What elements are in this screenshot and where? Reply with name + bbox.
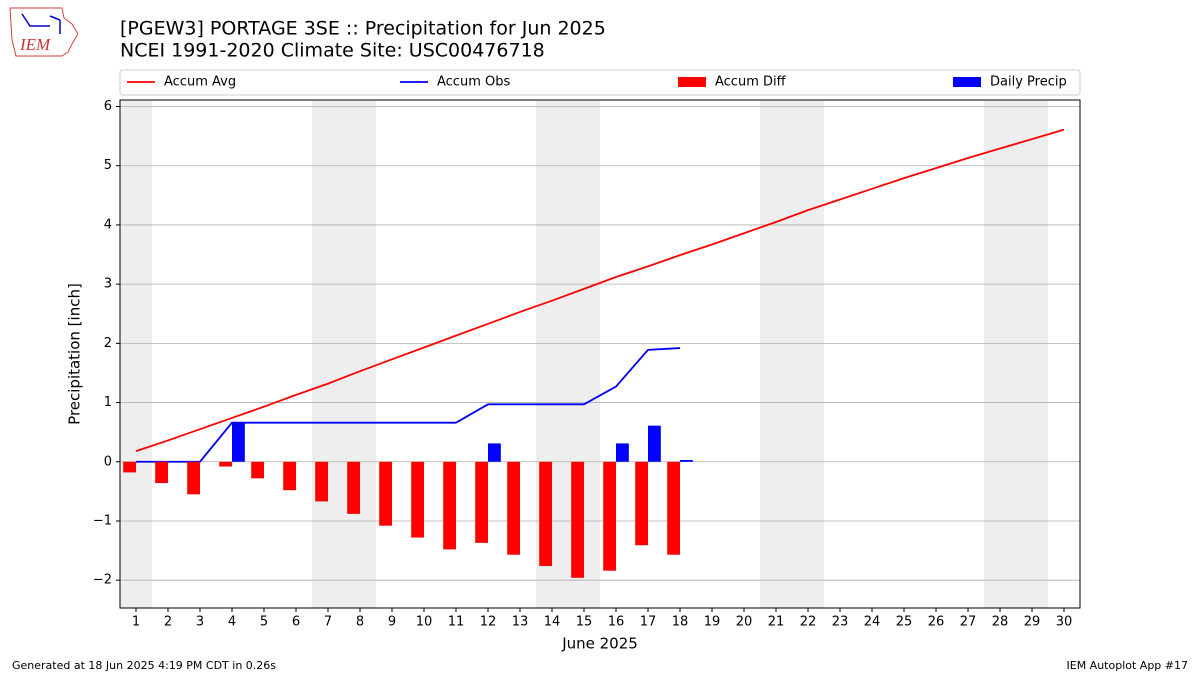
x-tick-label: 3 xyxy=(196,615,204,630)
x-tick-label: 10 xyxy=(416,615,433,630)
weekend-band xyxy=(760,100,792,608)
x-tick-label: 17 xyxy=(640,615,657,630)
y-axis-label: Precipitation [inch] xyxy=(66,283,84,425)
x-tick-label: 20 xyxy=(736,615,753,630)
weekend-band xyxy=(984,100,1016,608)
legend-label: Accum Diff xyxy=(715,75,787,90)
x-tick-label: 29 xyxy=(1024,615,1041,630)
y-tick-label: 1 xyxy=(104,395,112,410)
bar xyxy=(315,461,328,502)
bar xyxy=(219,461,232,467)
bar xyxy=(347,461,360,514)
legend-label: Accum Avg xyxy=(164,75,236,90)
logo-icons xyxy=(21,13,61,34)
x-tick-label: 13 xyxy=(512,615,529,630)
x-tick-label: 11 xyxy=(448,615,465,630)
y-tick-label: 2 xyxy=(104,336,112,351)
x-tick-label: 7 xyxy=(324,615,332,630)
y-tick-label: −2 xyxy=(93,573,112,588)
weekend-band xyxy=(120,100,152,608)
weekend-band xyxy=(792,100,824,608)
x-tick-label: 19 xyxy=(704,615,721,630)
bar xyxy=(232,422,245,462)
bar xyxy=(155,461,168,484)
x-tick-label: 25 xyxy=(896,615,913,630)
bar xyxy=(123,461,136,473)
legend-box xyxy=(119,69,1081,96)
x-tick-label: 22 xyxy=(800,615,817,630)
legend-label: Daily Precip xyxy=(990,75,1067,90)
x-tick-label: 27 xyxy=(960,615,977,630)
chart-subtitle: NCEI 1991-2020 Climate Site: USC00476718 xyxy=(120,40,545,62)
logo-text: IEM xyxy=(19,35,51,54)
y-tick-label: 0 xyxy=(104,454,112,469)
bar xyxy=(680,459,693,462)
x-tick-label: 16 xyxy=(608,615,625,630)
logo-outline xyxy=(9,7,79,57)
x-tick-label: 15 xyxy=(576,615,593,630)
bar xyxy=(571,461,584,578)
x-tick-label: 9 xyxy=(388,615,396,630)
x-tick-label: 6 xyxy=(292,615,300,630)
logo: IEM xyxy=(9,7,79,57)
x-tick-label: 28 xyxy=(992,615,1009,630)
x-axis-label: June 2025 xyxy=(561,635,638,653)
legend-swatch xyxy=(953,77,981,87)
x-tick-label: 8 xyxy=(356,615,364,630)
plot-frame xyxy=(119,99,1081,609)
x-tick-label: 21 xyxy=(768,615,785,630)
bar xyxy=(616,443,629,462)
bar xyxy=(283,461,296,491)
x-tick-label: 4 xyxy=(228,615,236,630)
y-tick-label: 3 xyxy=(104,277,112,292)
x-tick-label: 26 xyxy=(928,615,945,630)
y-tick-label: 6 xyxy=(104,99,112,114)
x-tick-label: 24 xyxy=(864,615,881,630)
bar xyxy=(488,443,501,462)
x-tick-label: 2 xyxy=(164,615,172,630)
x-tick-label: 23 xyxy=(832,615,849,630)
line xyxy=(136,347,681,463)
bar xyxy=(635,461,648,546)
bar xyxy=(187,461,200,495)
bar xyxy=(648,425,661,462)
bar xyxy=(443,461,456,550)
chart-title: [PGEW3] PORTAGE 3SE :: Precipitation for… xyxy=(120,18,606,40)
legend-swatch xyxy=(678,77,706,87)
weekend-band xyxy=(312,100,344,608)
footer-left: Generated at 18 Jun 2025 4:19 PM CDT in … xyxy=(12,659,276,672)
bar xyxy=(411,461,424,538)
line xyxy=(135,128,1065,452)
bar xyxy=(603,461,616,571)
bar xyxy=(539,461,552,566)
legend-label: Accum Obs xyxy=(437,75,510,90)
bar xyxy=(251,461,264,479)
footer-right: IEM Autoplot App #17 xyxy=(1067,659,1189,672)
weekend-band xyxy=(344,100,376,608)
y-tick-label: 5 xyxy=(104,158,112,173)
x-tick-label: 30 xyxy=(1056,615,1073,630)
x-tick-label: 14 xyxy=(544,615,561,630)
x-tick-label: 5 xyxy=(260,615,268,630)
bar xyxy=(379,461,392,526)
y-tick-label: −1 xyxy=(93,513,112,528)
x-tick-label: 1 xyxy=(132,615,140,630)
y-tick-label: 4 xyxy=(104,217,112,232)
bar xyxy=(507,461,520,555)
x-tick-label: 12 xyxy=(480,615,497,630)
bar xyxy=(475,461,488,543)
weekend-band xyxy=(1016,100,1048,608)
bar xyxy=(667,461,680,555)
x-tick-label: 18 xyxy=(672,615,689,630)
